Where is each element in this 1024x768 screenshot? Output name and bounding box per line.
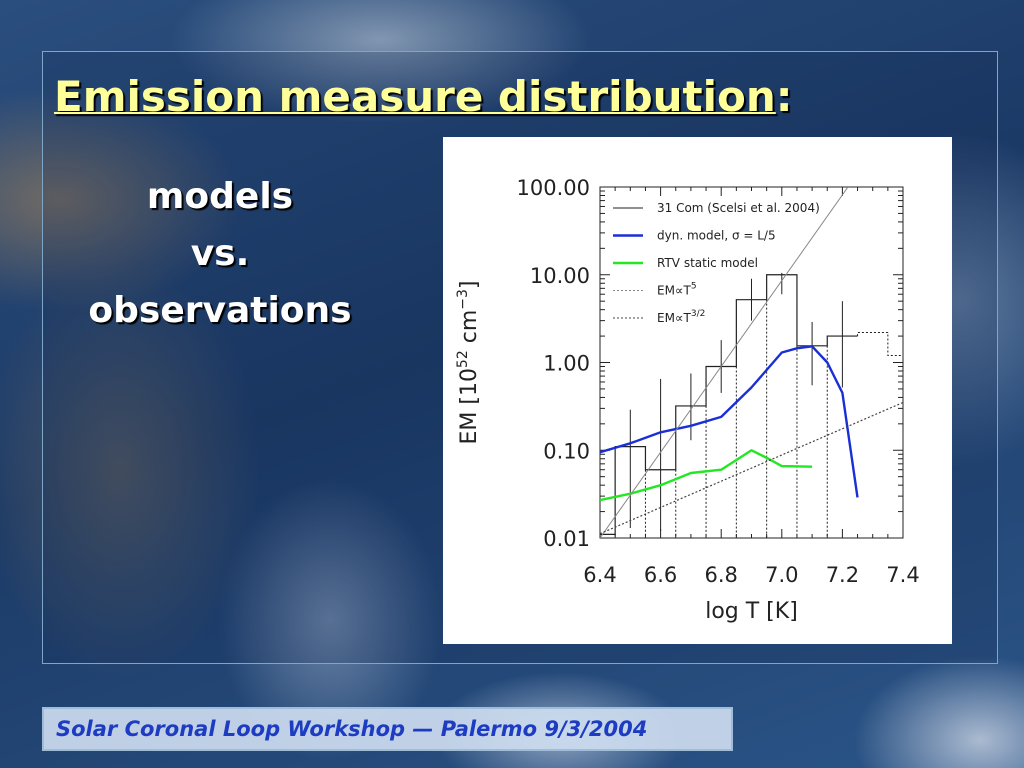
x-tick-label: 6.6 [644, 563, 677, 587]
y-tick-label: 0.10 [543, 439, 590, 463]
chart-panel: 6.4 6.6 6.8 7.0 7.2 7.4 0.01 0.10 1.00 10.00 100.0… [443, 137, 952, 644]
x-tick-label: 7.0 [765, 563, 798, 587]
subtitle-line-observations: observations [88, 290, 352, 331]
legend-label-t5: EM∝T5 [657, 282, 697, 298]
legend-label-exponent: 3/2 [691, 309, 705, 319]
subtitle: models vs. observations [40, 168, 400, 339]
x-axis-label: log T [K] [705, 599, 798, 624]
y-tick-label: 1.00 [543, 352, 590, 376]
footer-bar: Solar Coronal Loop Workshop — Palermo 9/… [42, 707, 733, 751]
obs-histogram [600, 274, 858, 538]
y-tick-label: 10.00 [530, 264, 590, 288]
y-tick-label: 100.00 [517, 176, 590, 200]
y-axis-label-part: cm [457, 310, 482, 351]
legend-label-obs: 31 Com (Scelsi et al. 2004) [657, 201, 820, 215]
slide-title-text: Emission measure distribution [54, 72, 776, 121]
y-axis-label-part: ] [457, 280, 482, 289]
t5-line [600, 187, 849, 538]
y-tick-label: 0.01 [543, 527, 590, 551]
legend-label-dyn: dyn. model, σ = L/5 [657, 229, 776, 243]
legend: 31 Com (Scelsi et al. 2004) dyn. model, σ… [613, 201, 820, 325]
subtitle-line-vs: vs. [190, 233, 250, 274]
legend-label-t32: EM∝T3/2 [657, 309, 705, 325]
slide-title: Emission measure distribution: [54, 72, 793, 121]
y-axis-label: EM [1052 cm−3] [455, 280, 482, 444]
x-tick-label: 7.2 [826, 563, 859, 587]
y-axis-label-exponent: −3 [455, 289, 471, 310]
y-axis-label-exponent: 52 [455, 350, 471, 368]
t32-line [600, 401, 903, 535]
plot-area [600, 187, 903, 538]
obs-histogram-extension [857, 331, 903, 357]
y-axis-label-part: EM [10 [457, 368, 482, 444]
dyn-model-line [600, 345, 859, 498]
x-tick-label: 6.8 [704, 563, 737, 587]
rtv-model-line [600, 449, 813, 502]
legend-label-rtv: RTV static model [657, 256, 758, 270]
subtitle-line-models: models [146, 176, 294, 217]
x-tick-label: 7.4 [886, 563, 919, 587]
footer-text: Solar Coronal Loop Workshop — Palermo 9/… [56, 717, 648, 741]
slide-title-colon: : [775, 72, 793, 121]
x-tick-label: 6.4 [583, 563, 616, 587]
em-chart: 6.4 6.6 6.8 7.0 7.2 7.4 0.01 0.10 1.00 10.00 100.0… [455, 176, 920, 624]
legend-label-exponent: 5 [691, 282, 697, 292]
